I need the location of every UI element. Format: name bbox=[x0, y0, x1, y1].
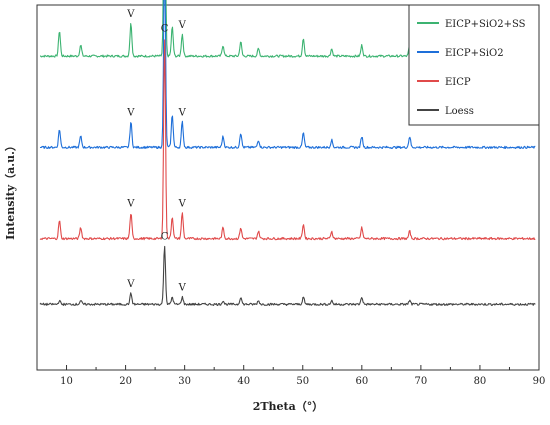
series-line-eicp bbox=[39, 39, 536, 241]
legend-label: Loess bbox=[445, 106, 474, 117]
series-line-loess bbox=[39, 245, 536, 306]
peak-label-v-1-1: V bbox=[126, 107, 135, 118]
peak-label-v-0-2: V bbox=[178, 20, 187, 31]
x-tick-label-50: 50 bbox=[296, 376, 309, 387]
x-tick-label-90: 90 bbox=[533, 376, 546, 387]
legend-box bbox=[408, 4, 540, 126]
x-tick-layer: 10 20 30 40 50 60 70 80 90 bbox=[36, 365, 546, 387]
peak-label-c-3-0: C bbox=[161, 232, 169, 243]
legend-label: EICP bbox=[445, 77, 471, 88]
legend-label: EICP+SiO2 bbox=[445, 48, 504, 59]
x-tick-label-20: 20 bbox=[119, 376, 132, 387]
x-tick-label-40: 40 bbox=[237, 376, 250, 387]
x-tick-label-10: 10 bbox=[60, 376, 73, 387]
legend-label: EICP+SiO2+SS bbox=[445, 19, 526, 30]
x-tick-label-60: 60 bbox=[355, 376, 368, 387]
peak-label-v-2-2: V bbox=[178, 199, 187, 210]
y-axis-title: Intensity（a.u.） bbox=[4, 140, 17, 240]
peak-label-layer: CVVCVVCVVCVV bbox=[126, 9, 187, 294]
plot-frame bbox=[36, 4, 540, 371]
peak-label-v-2-1: V bbox=[126, 199, 135, 210]
legend: EICP+SiO2+SS EICP+SiO2 EICP Loess bbox=[408, 4, 540, 126]
peak-label-v-3-1: V bbox=[126, 279, 135, 290]
peak-label-c-2-0: C bbox=[161, 24, 169, 35]
series-line-eicp-sio2 bbox=[39, 0, 536, 149]
x-tick-label-70: 70 bbox=[415, 376, 428, 387]
x-axis-title: 2Theta（°） bbox=[253, 400, 324, 413]
peak-label-v-0-1: V bbox=[126, 9, 135, 20]
peak-label-v-3-2: V bbox=[178, 283, 187, 294]
x-tick-label-30: 30 bbox=[178, 376, 191, 387]
x-tick-label-80: 80 bbox=[474, 376, 487, 387]
peak-label-v-1-2: V bbox=[178, 107, 187, 118]
